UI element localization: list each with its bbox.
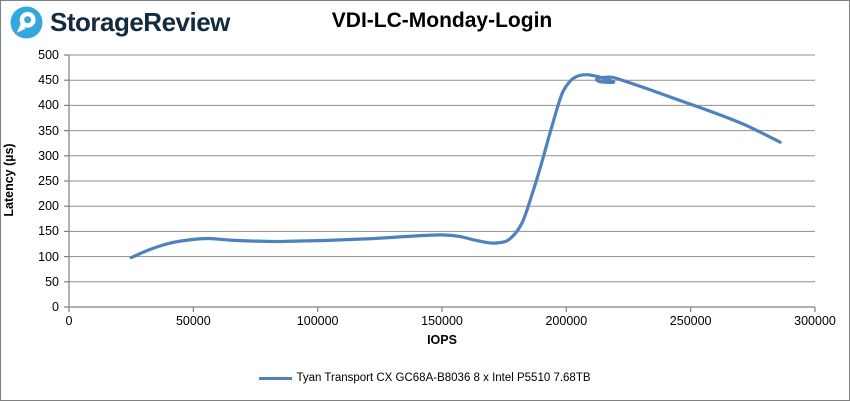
legend: Tyan Transport CX GC68A-B8036 8 x Intel … bbox=[1, 372, 849, 384]
y-tick-label: 50 bbox=[45, 274, 59, 289]
y-tick-label: 100 bbox=[38, 249, 59, 264]
y-tick-label: 300 bbox=[38, 148, 59, 163]
legend-line-swatch bbox=[259, 376, 293, 380]
legend-series-label: Tyan Transport CX GC68A-B8036 8 x Intel … bbox=[296, 372, 591, 384]
y-tick-label: 500 bbox=[38, 48, 59, 62]
y-tick-label: 450 bbox=[38, 73, 59, 88]
x-axis-title: IOPS bbox=[427, 333, 457, 347]
y-tick-label: 350 bbox=[38, 123, 59, 138]
x-tick-label: 200000 bbox=[545, 314, 588, 328]
x-tick-label: 0 bbox=[65, 314, 73, 328]
y-tick-label: 200 bbox=[38, 199, 59, 214]
storagereview-logo-icon bbox=[10, 6, 43, 39]
x-tick-label: 300000 bbox=[794, 314, 836, 328]
header: StorageReview bbox=[10, 6, 230, 39]
brand-name: StorageReview bbox=[50, 7, 230, 37]
x-tick-label: 100000 bbox=[296, 314, 339, 328]
x-tick-label: 250000 bbox=[669, 314, 712, 328]
series-line bbox=[129, 73, 782, 260]
y-tick-label: 400 bbox=[38, 98, 59, 113]
y-tick-label: 0 bbox=[52, 300, 59, 314]
chart-title: VDI-LC-Monday-Login bbox=[331, 9, 553, 32]
x-tick-label: 150000 bbox=[421, 314, 463, 328]
x-tick-label: 50000 bbox=[175, 314, 211, 328]
y-axis-title: Latency (µs) bbox=[2, 143, 16, 217]
y-tick-label: 250 bbox=[38, 174, 59, 188]
y-tick-label: 150 bbox=[38, 224, 59, 239]
